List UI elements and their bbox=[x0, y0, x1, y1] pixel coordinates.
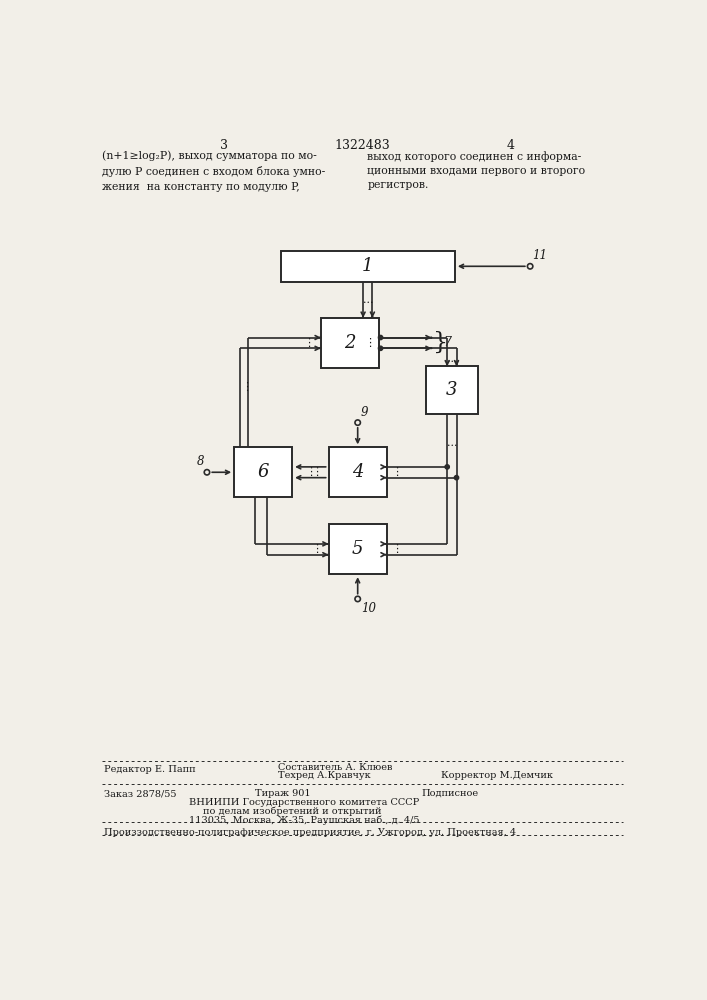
Text: ВНИИПИ Государственного комитета СССР: ВНИИПИ Государственного комитета СССР bbox=[189, 798, 419, 807]
Circle shape bbox=[355, 596, 361, 602]
Text: 8: 8 bbox=[197, 455, 204, 468]
Text: (n+1≥log₂P), выход сумматора по мо-
дулю P соединен с входом блока умно-
жения  : (n+1≥log₂P), выход сумматора по мо- дулю… bbox=[103, 151, 326, 192]
Text: 1: 1 bbox=[362, 257, 373, 275]
Text: Подписное: Подписное bbox=[421, 789, 479, 798]
Text: Заказ 2878/55: Заказ 2878/55 bbox=[104, 789, 176, 798]
Text: Составитель А. Клюев: Составитель А. Клюев bbox=[279, 763, 392, 772]
Text: 1322483: 1322483 bbox=[334, 139, 390, 152]
Circle shape bbox=[204, 470, 210, 475]
Circle shape bbox=[445, 465, 450, 469]
Text: ⋮: ⋮ bbox=[311, 467, 322, 477]
Text: ...: ... bbox=[447, 354, 457, 364]
Text: 3: 3 bbox=[220, 139, 228, 152]
Bar bbox=[281, 251, 455, 282]
Text: 113035, Москва, Ж-35, Раушская наб., д. 4/5: 113035, Москва, Ж-35, Раушская наб., д. … bbox=[189, 815, 420, 825]
Circle shape bbox=[455, 476, 459, 480]
Text: ⋮: ⋮ bbox=[241, 382, 252, 392]
Text: 10: 10 bbox=[361, 602, 376, 615]
Text: ⋮: ⋮ bbox=[391, 544, 402, 554]
Text: ...: ... bbox=[363, 295, 373, 305]
Text: ⋮: ⋮ bbox=[303, 338, 314, 348]
Text: ⋮: ⋮ bbox=[305, 467, 316, 477]
Text: 6: 6 bbox=[257, 463, 269, 481]
Text: }: } bbox=[433, 331, 448, 354]
Text: ⋮: ⋮ bbox=[391, 467, 402, 477]
Text: Редактор Е. Папп: Редактор Е. Папп bbox=[104, 765, 196, 774]
Text: выход которого соединен с информа-
ционными входами первого и второго
регистров.: выход которого соединен с информа- ционн… bbox=[368, 151, 585, 190]
Text: Тираж 901: Тираж 901 bbox=[255, 789, 310, 798]
Circle shape bbox=[378, 335, 382, 340]
Text: 2: 2 bbox=[344, 334, 356, 352]
Text: Техред А.Кравчук: Техред А.Кравчук bbox=[279, 771, 371, 780]
Text: Корректор М.Демчик: Корректор М.Демчик bbox=[441, 771, 553, 780]
Text: ⋮: ⋮ bbox=[311, 544, 322, 554]
Bar bbox=[329, 524, 387, 574]
Text: ...: ... bbox=[447, 438, 457, 448]
Text: ⋮: ⋮ bbox=[364, 338, 375, 348]
Text: 4: 4 bbox=[352, 463, 363, 481]
Text: по делам изобретений и открытий: по делам изобретений и открытий bbox=[203, 807, 382, 816]
Text: Произзодственно-полиграфическое предприятие, г. Ужгород, ул. Проектная, 4: Произзодственно-полиграфическое предприя… bbox=[104, 828, 516, 837]
Text: 9: 9 bbox=[361, 406, 368, 419]
Circle shape bbox=[378, 346, 382, 350]
Circle shape bbox=[527, 264, 533, 269]
Text: 11: 11 bbox=[532, 249, 547, 262]
Bar bbox=[321, 318, 379, 368]
Text: 7: 7 bbox=[443, 336, 451, 349]
Text: 4: 4 bbox=[507, 139, 515, 152]
Bar bbox=[329, 447, 387, 497]
Text: 5: 5 bbox=[352, 540, 363, 558]
Circle shape bbox=[355, 420, 361, 425]
Bar bbox=[426, 366, 478, 414]
Text: 3: 3 bbox=[446, 381, 457, 399]
Bar bbox=[234, 447, 292, 497]
